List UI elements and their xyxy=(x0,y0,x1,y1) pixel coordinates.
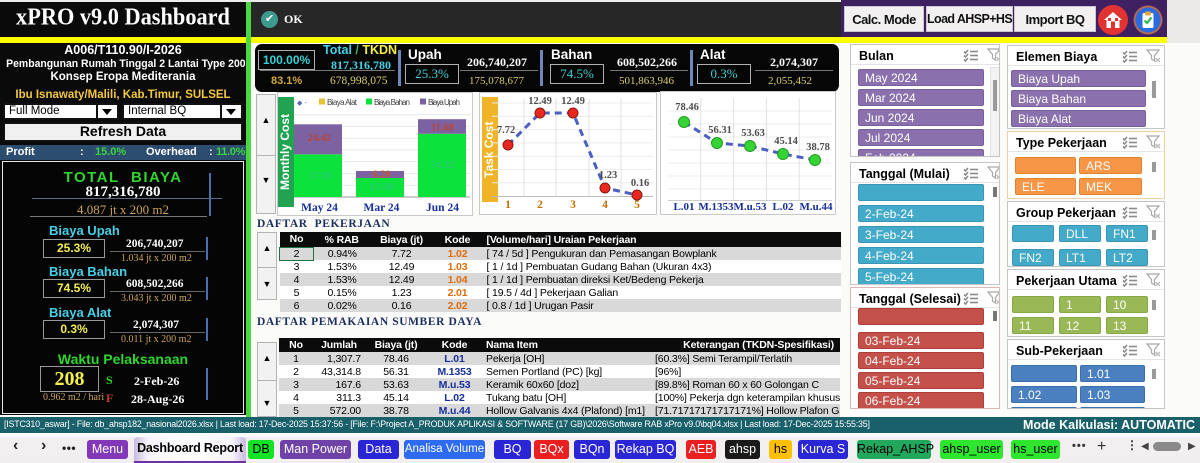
svg-text:78.46: 78.46 xyxy=(675,102,699,113)
svg-text:May 24: May 24 xyxy=(301,202,338,214)
svg-text:5: 5 xyxy=(634,199,640,211)
svg-text:0.16: 0.16 xyxy=(631,178,649,189)
svg-text:L.01: L.01 xyxy=(673,201,694,213)
svg-text:56.31: 56.31 xyxy=(708,125,732,136)
svg-text:15.98: 15.98 xyxy=(370,182,394,193)
svg-text:12.49: 12.49 xyxy=(561,96,585,107)
svg-text:1: 1 xyxy=(505,199,511,211)
svg-text:6.20: 6.20 xyxy=(372,170,390,181)
svg-text:4: 4 xyxy=(602,199,608,211)
svg-text:24.42: 24.42 xyxy=(308,133,332,144)
svg-text:Mar 24: Mar 24 xyxy=(364,202,400,214)
svg-text:3: 3 xyxy=(570,199,576,211)
svg-text:Jun 24: Jun 24 xyxy=(426,202,459,214)
svg-text:12.49: 12.49 xyxy=(528,96,552,107)
svg-text:L.02: L.02 xyxy=(772,201,794,213)
svg-text:45.14: 45.14 xyxy=(774,136,798,147)
svg-text:M.u.53: M.u.53 xyxy=(734,201,768,213)
svg-text:1.23: 1.23 xyxy=(599,170,617,181)
svg-text:38.78: 38.78 xyxy=(806,142,830,153)
svg-text:11.68: 11.68 xyxy=(431,123,454,134)
svg-text:Biaya Alat: Biaya Alat xyxy=(327,98,358,107)
svg-text:7.72: 7.72 xyxy=(497,125,515,136)
svg-text:M.u.44: M.u.44 xyxy=(800,201,834,213)
svg-text:Biaya Upah: Biaya Upah xyxy=(428,98,460,107)
svg-text:Biaya Bahan: Biaya Bahan xyxy=(374,98,410,107)
svg-text:53.63: 53.63 xyxy=(741,128,765,139)
svg-text:M.1353: M.1353 xyxy=(698,201,734,213)
svg-text:37.38: 37.38 xyxy=(308,171,332,182)
svg-text:54.32: 54.32 xyxy=(431,160,455,171)
svg-text:◆ -: ◆ - xyxy=(297,100,307,107)
svg-text:2: 2 xyxy=(537,199,543,211)
